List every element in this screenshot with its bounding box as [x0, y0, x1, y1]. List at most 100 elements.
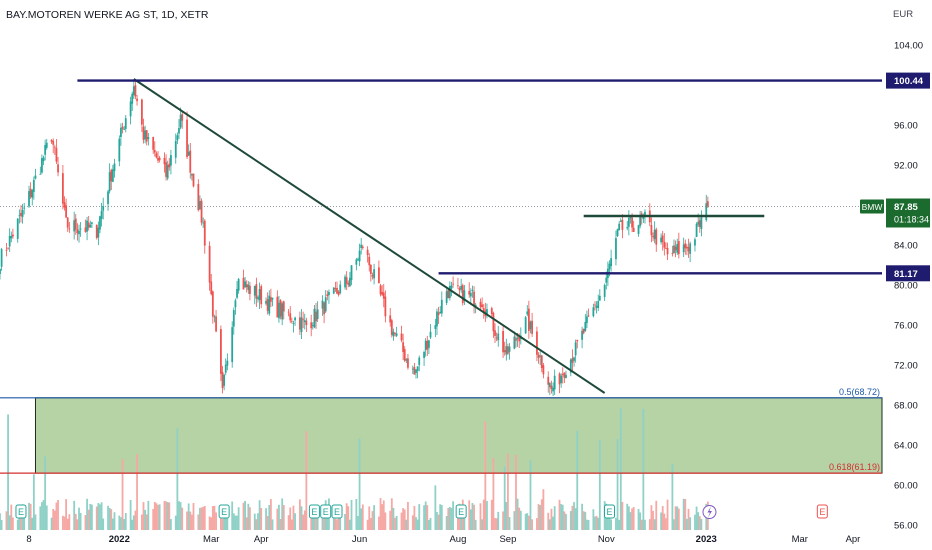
candle — [382, 283, 385, 308]
volume-bar — [45, 505, 48, 530]
candle-body — [423, 351, 425, 358]
candle — [18, 209, 21, 224]
volume-bar — [484, 421, 487, 530]
candle-body — [660, 237, 662, 243]
candle — [260, 284, 263, 309]
candle — [21, 203, 24, 224]
volume-bar — [315, 518, 317, 530]
candle-body — [31, 190, 34, 198]
volume-bar — [226, 509, 229, 530]
candle-body — [461, 285, 464, 304]
candle — [108, 163, 111, 194]
candle — [495, 332, 498, 342]
candle-body — [200, 200, 203, 223]
volume-bar — [685, 518, 688, 530]
candle — [303, 313, 306, 330]
volume-bar — [582, 511, 585, 530]
candle-body — [542, 365, 545, 375]
candle-body — [618, 223, 621, 231]
candle-body — [220, 329, 222, 374]
candle-body — [653, 229, 656, 240]
candle-body — [507, 346, 509, 354]
candle — [418, 355, 421, 372]
volume-bar — [524, 513, 527, 530]
candle-body — [481, 304, 484, 308]
candle — [674, 240, 677, 258]
candle — [439, 306, 442, 314]
candle — [507, 343, 509, 356]
candle — [619, 218, 622, 222]
candle-body — [278, 302, 280, 319]
candle — [684, 239, 687, 255]
volume-bar — [474, 519, 477, 530]
candle-body — [107, 191, 109, 205]
volume-bar — [245, 517, 248, 530]
earnings-marker-badge — [15, 504, 27, 519]
candle-body — [676, 243, 679, 253]
volume-bar — [234, 515, 237, 530]
candle-body — [174, 141, 177, 158]
price-axis-tick: 96.00 — [894, 121, 918, 132]
candle — [147, 132, 150, 146]
candle-body — [350, 265, 353, 281]
candle-body — [619, 220, 622, 222]
volume-bar — [118, 515, 121, 530]
candle-body — [20, 212, 22, 216]
volume-bar — [516, 498, 519, 530]
candle — [565, 370, 567, 379]
candle-body — [661, 235, 664, 243]
volume-bar — [86, 498, 88, 530]
price-axis-tick: 68.00 — [894, 401, 918, 412]
candle-body — [221, 372, 224, 389]
candle — [598, 289, 601, 302]
volume-bar — [592, 509, 595, 530]
volume-bar — [666, 499, 669, 530]
candle — [221, 365, 224, 394]
volume-bar — [131, 519, 134, 530]
candle — [107, 189, 109, 211]
candle — [87, 215, 90, 231]
volume-bar — [300, 506, 303, 530]
volume-bar — [673, 519, 675, 530]
volume-bar — [642, 408, 645, 530]
candle-body — [265, 300, 267, 304]
candle — [405, 358, 408, 364]
candle — [321, 295, 324, 316]
candle-body — [223, 374, 226, 386]
candle — [176, 132, 179, 145]
volume-bar — [10, 504, 13, 530]
candle — [595, 301, 598, 314]
volume-bar — [8, 515, 11, 530]
volume-bar — [302, 514, 305, 530]
candle — [632, 220, 635, 233]
candle-body — [650, 225, 653, 236]
candle — [416, 366, 419, 379]
candle — [208, 241, 211, 291]
candle-body — [366, 249, 369, 256]
volume-bar — [249, 507, 251, 530]
candle-body — [258, 289, 261, 300]
candle — [621, 214, 624, 239]
volume-bar — [136, 454, 138, 530]
volume-bar — [28, 502, 30, 530]
candle — [553, 369, 556, 396]
volume-bar — [142, 502, 145, 530]
volume-bar — [595, 515, 598, 530]
candle-body — [311, 325, 314, 326]
volume-bar — [41, 502, 43, 530]
candle — [337, 290, 340, 297]
candle-body — [211, 291, 214, 317]
candle-body — [300, 317, 303, 333]
candle — [653, 221, 656, 244]
volume-bar — [271, 519, 274, 530]
volume-bar — [695, 506, 698, 530]
volume-bar — [615, 517, 617, 530]
candle — [78, 224, 80, 243]
candle — [73, 211, 76, 240]
time-axis-tick: 8 — [26, 534, 31, 545]
volume-bar — [186, 511, 188, 530]
candle-body — [176, 135, 179, 141]
candle-body — [242, 277, 245, 290]
candle-body — [474, 304, 477, 307]
